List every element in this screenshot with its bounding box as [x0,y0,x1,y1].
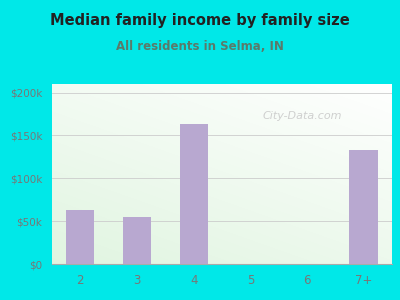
Bar [350,150,378,264]
Text: Median family income by family size: Median family income by family size [50,14,350,28]
Text: All residents in Selma, IN: All residents in Selma, IN [116,40,284,53]
Bar [123,217,151,264]
Text: City-Data.com: City-Data.com [263,111,342,122]
Bar [66,210,94,264]
Bar [180,124,208,264]
